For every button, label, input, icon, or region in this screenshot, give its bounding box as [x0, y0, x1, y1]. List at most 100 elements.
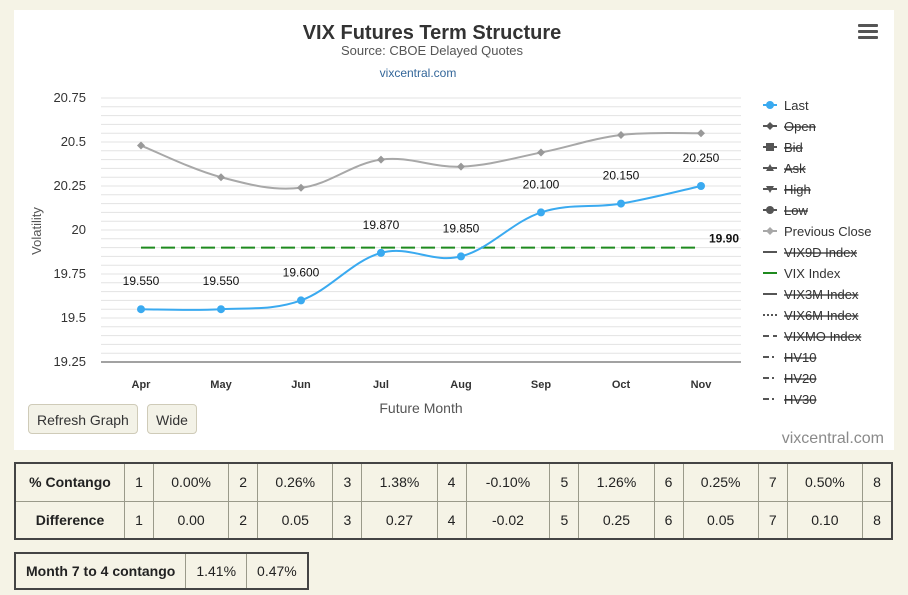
wide-button[interactable]: Wide: [147, 404, 197, 434]
previous-close-line: [140, 131, 702, 190]
month-index-cell: 1: [124, 500, 154, 540]
series-layer: 19.90 19.550 19.550 19.600 19.870 19.850 20.10…: [123, 129, 739, 314]
month-index-cell: 4: [436, 462, 467, 502]
last-point[interactable]: [617, 199, 625, 208]
last-point[interactable]: [217, 305, 225, 314]
legend-label[interactable]: VIX6M Index: [784, 308, 859, 323]
legend-item[interactable]: Open: [763, 119, 816, 134]
last-point[interactable]: [297, 296, 305, 305]
last-line: [140, 185, 702, 311]
y-tick-label: 20.75: [53, 90, 86, 105]
last-data-label: 20.150: [603, 169, 640, 183]
month-contango-label: Month 7 to 4 contango: [14, 552, 187, 590]
previous-close-point: [137, 141, 145, 150]
month-contango-row: Month 7 to 4 contango 1.41% 0.47%: [14, 552, 309, 590]
x-tick-label: Nov: [691, 379, 713, 391]
legend-item[interactable]: Low: [763, 203, 808, 218]
x-tick-label: Apr: [132, 379, 152, 391]
last-data-label: 20.100: [523, 177, 560, 191]
value-cell: 0.05: [682, 500, 759, 540]
last-data-label: 19.870: [363, 218, 400, 232]
chart-svg: VIX Futures Term Structure Source: CBOE …: [29, 22, 871, 416]
last-point[interactable]: [377, 248, 385, 257]
chart-title: VIX Futures Term Structure: [303, 22, 562, 44]
credit-link[interactable]: vixcentral.com: [380, 66, 457, 80]
legend-label[interactable]: VIX3M Index: [784, 287, 859, 302]
legend-item[interactable]: VIX Index: [763, 266, 841, 281]
value-cell: 1.38%: [361, 462, 438, 502]
value-cell: 0.00: [152, 500, 230, 540]
legend-item[interactable]: HV20: [763, 371, 817, 386]
month-index-cell: 5: [549, 500, 580, 540]
legend-label[interactable]: Ask: [784, 161, 806, 176]
month-index-cell: 2: [228, 500, 259, 540]
refresh-graph-button[interactable]: Refresh Graph: [28, 404, 138, 434]
previous-close-point: [537, 148, 545, 157]
month-contango-table: Month 7 to 4 contango 1.41% 0.47%: [14, 552, 309, 590]
legend-label[interactable]: Last: [784, 98, 809, 113]
legend-item[interactable]: VIX9D Index: [763, 245, 857, 260]
last-point[interactable]: [457, 252, 465, 261]
legend-label[interactable]: Low: [784, 203, 808, 218]
last-point[interactable]: [137, 305, 145, 314]
previous-close-point: [617, 130, 625, 139]
grid-lines: [101, 97, 741, 363]
legend-item[interactable]: High: [763, 182, 811, 197]
legend-label[interactable]: VIX9D Index: [784, 245, 857, 260]
last-data-label: 19.850: [443, 221, 480, 235]
chart-panel: VIX Futures Term Structure Source: CBOE …: [14, 10, 894, 450]
y-tick-label: 20: [72, 222, 86, 237]
legend-label[interactable]: Open: [784, 119, 816, 134]
month-index-cell: 8: [862, 462, 893, 502]
value-cell: 0.05: [257, 500, 334, 540]
hamburger-menu-icon[interactable]: [858, 24, 878, 40]
x-tick-label: Jul: [373, 379, 389, 391]
legend-item[interactable]: HV30: [763, 392, 817, 407]
last-point[interactable]: [697, 182, 705, 190]
legend-label[interactable]: Bid: [784, 140, 803, 155]
legend-item[interactable]: Ask: [763, 161, 806, 176]
month-index-cell: 7: [757, 500, 788, 540]
legend-item[interactable]: Bid: [763, 140, 803, 155]
legend-label[interactable]: VIX Index: [784, 266, 841, 281]
value-cell: -0.10%: [465, 462, 551, 502]
legend-label[interactable]: HV10: [784, 350, 817, 365]
legend-label[interactable]: High: [784, 182, 811, 197]
last-data-label: 19.600: [283, 265, 320, 279]
month-index-cell: 3: [332, 500, 363, 540]
month-index-cell: 6: [653, 500, 684, 540]
legend-label[interactable]: VIXMO Index: [784, 329, 862, 344]
previous-close-point: [457, 162, 465, 171]
previous-close-point: [217, 173, 225, 182]
last-data-label: 20.250: [683, 151, 720, 165]
legend-label[interactable]: HV30: [784, 392, 817, 407]
legend[interactable]: Last Open Bid Ask High Low Previous Close VIX9D…: [763, 98, 871, 407]
last-data-label: 19.550: [123, 274, 160, 288]
y-tick-label: 19.25: [53, 354, 86, 369]
row-header: Difference: [14, 500, 125, 540]
value-cell: -0.02: [465, 500, 551, 540]
contango-table-row: % Contango 1 0.00% 2 0.26% 3 1.38% 4 -0.10% 5 1.26…: [14, 462, 893, 502]
value-cell: 0.26%: [257, 462, 334, 502]
legend-item[interactable]: VIX3M Index: [763, 287, 859, 302]
legend-item[interactable]: VIX6M Index: [763, 308, 859, 323]
legend-label[interactable]: HV20: [784, 371, 817, 386]
month-index-cell: 2: [228, 462, 259, 502]
legend-item[interactable]: Previous Close: [763, 224, 871, 239]
legend-item[interactable]: Last: [763, 98, 809, 113]
legend-item[interactable]: VIXMO Index: [763, 329, 862, 344]
month-index-cell: 5: [549, 462, 580, 502]
chart-subtitle: Source: CBOE Delayed Quotes: [341, 43, 524, 58]
y-tick-label: 20.5: [61, 134, 86, 149]
x-tick-label: May: [210, 379, 232, 391]
month-contango-value: 0.47%: [246, 552, 309, 590]
legend-item[interactable]: HV10: [763, 350, 817, 365]
month-index-cell: 7: [757, 462, 788, 502]
value-cell: 1.26%: [578, 462, 655, 502]
legend-label[interactable]: Previous Close: [784, 224, 871, 239]
month-contango-value: 1.41%: [185, 552, 248, 590]
last-data-label: 19.550: [203, 274, 240, 288]
last-point[interactable]: [537, 208, 545, 217]
month-index-cell: 8: [862, 500, 893, 540]
month-index-cell: 3: [332, 462, 363, 502]
